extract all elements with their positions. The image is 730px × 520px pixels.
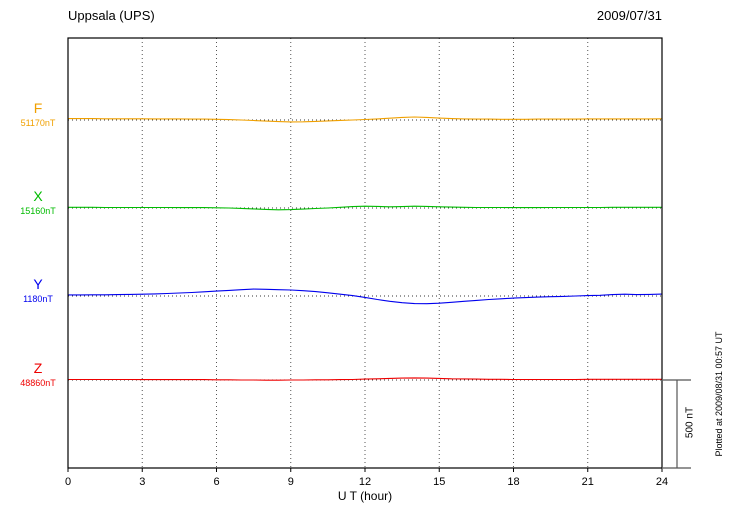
station-title: Uppsala (UPS)	[68, 8, 155, 23]
x-tick-label-21: 21	[582, 476, 594, 488]
trace-Y	[68, 288, 663, 305]
series-name-y: Y	[33, 276, 43, 292]
series-name-f: F	[33, 100, 43, 116]
series-label-y: Y 1180nT	[6, 277, 70, 304]
series-baseline-z: 48860nT	[20, 378, 56, 388]
x-tick-label-18: 18	[507, 476, 519, 488]
series-label-z: Z 48860nT	[6, 361, 70, 388]
scale-bar	[663, 379, 691, 469]
plot-frame	[67, 37, 663, 469]
x-axis-title: U T (hour)	[337, 489, 393, 503]
series-label-f: F 51170nT	[6, 101, 70, 128]
series-name-x: X	[33, 188, 43, 204]
trace-F	[68, 116, 663, 123]
series-name-z: Z	[33, 360, 43, 376]
trace-Z	[68, 377, 662, 381]
x-tick-label-3: 3	[139, 476, 145, 488]
trace-X	[68, 205, 662, 211]
x-tick-label-12: 12	[359, 476, 371, 488]
series-baseline-f: 51170nT	[20, 118, 56, 128]
series-label-x: X 15160nT	[6, 189, 70, 216]
x-tick-label-0: 0	[65, 476, 71, 488]
x-tick-label-24: 24	[656, 476, 668, 488]
x-tick-label-9: 9	[288, 476, 294, 488]
plotted-at-label: Plotted at 2009/08/31 00:57 UT	[714, 331, 724, 457]
date-label: 2009/07/31	[596, 8, 662, 23]
scale-bar-label: 500 nT	[684, 406, 696, 439]
series-baseline-y: 1180nT	[23, 294, 53, 304]
x-tick-label-15: 15	[433, 476, 445, 488]
series-baseline-x: 15160nT	[20, 206, 56, 216]
x-tick-label-6: 6	[213, 476, 219, 488]
